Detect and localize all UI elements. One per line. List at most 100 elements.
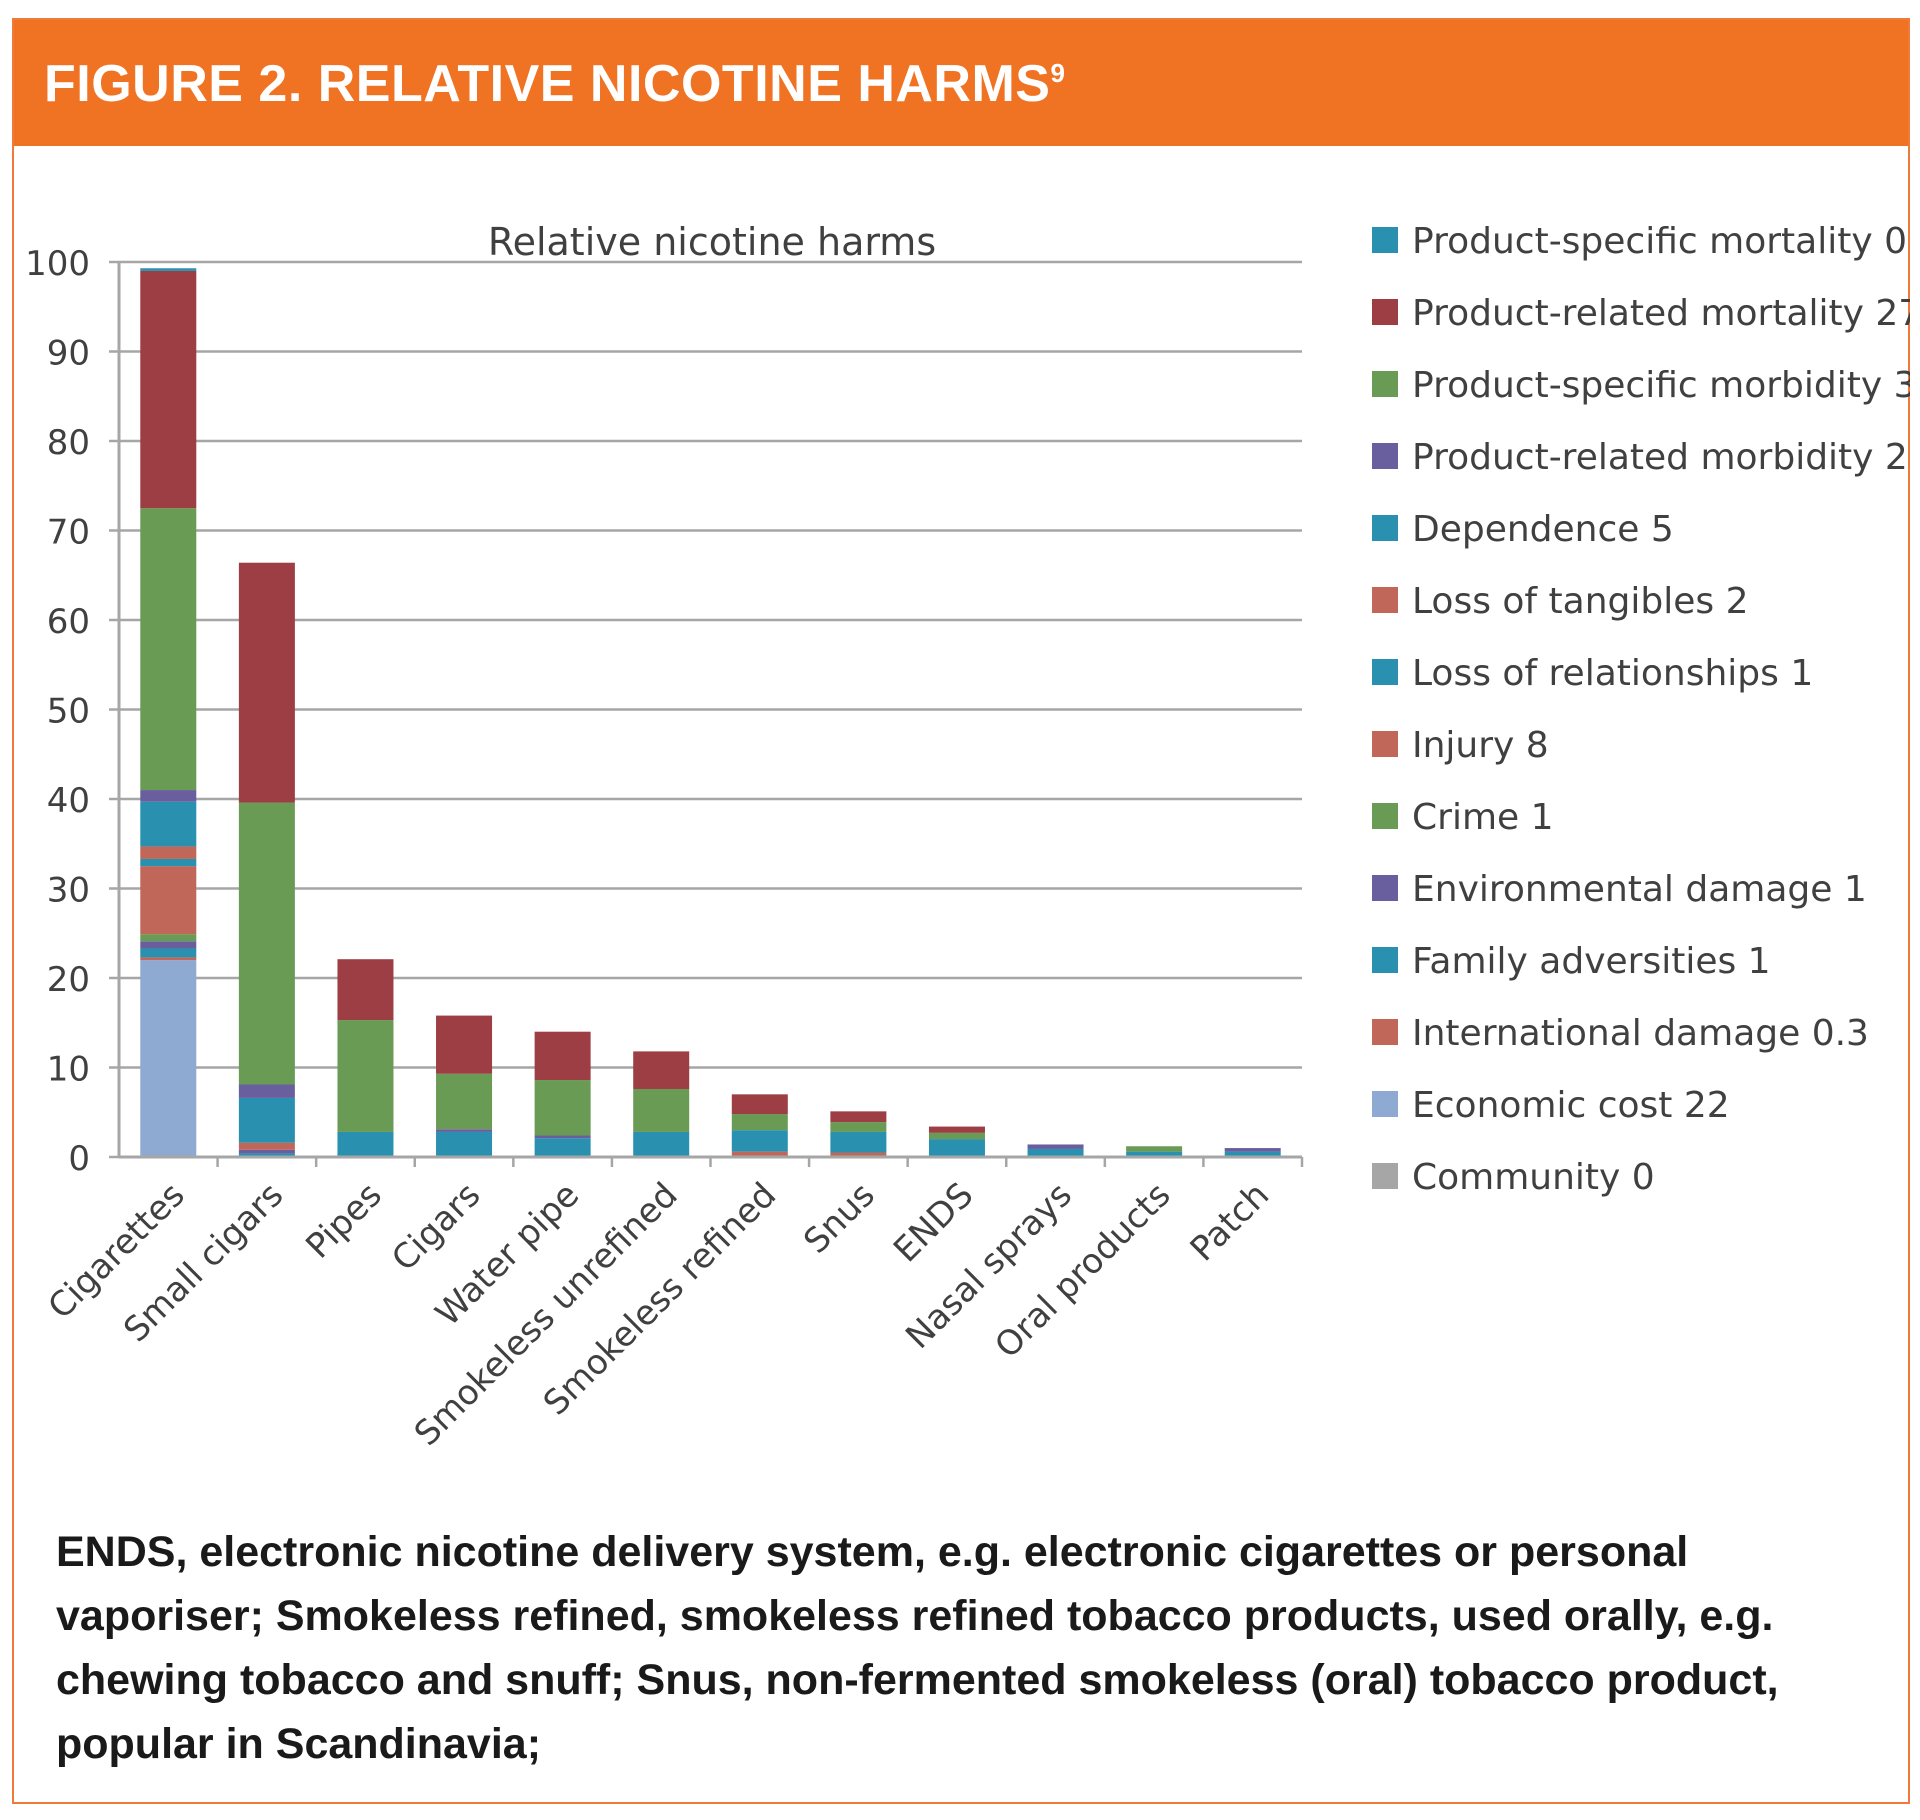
y-tick-label: 0: [68, 1139, 90, 1179]
legend-swatch: [1372, 1019, 1398, 1045]
legend-swatch: [1372, 731, 1398, 757]
legend-label: Family adversities 1: [1412, 941, 1771, 982]
legend-label: Community 0: [1412, 1157, 1655, 1198]
bar-segment: [534, 1031, 591, 1081]
bar-segment: [633, 1088, 690, 1132]
bar-segment: [238, 562, 295, 803]
y-tick-label: 20: [47, 960, 90, 1000]
bar-segment: [1126, 1151, 1183, 1157]
legend-swatch: [1372, 227, 1398, 253]
bar-segment: [928, 1132, 985, 1140]
y-axis-ticks: 0 10 20 30 40 50 60 70 80 90 100: [25, 244, 90, 1179]
bar-segment: [238, 802, 295, 1085]
bar-segment: [238, 1149, 295, 1154]
legend-label: Loss of tangibles 2: [1412, 581, 1749, 622]
legend: Product-specific mortality 0.3 Product-re…: [1372, 221, 1910, 1198]
bar-segment: [1126, 1146, 1183, 1152]
stacked-bar-chart: Relative nicotine harms 0 10 20 30 40 50 60 70 8…: [25, 220, 1910, 1454]
legend-label: Product-specific morbidity 32: [1412, 365, 1910, 406]
bar-segment: [731, 1130, 788, 1152]
y-tick-label: 80: [47, 423, 90, 463]
bar-segment: [436, 1015, 493, 1074]
bar-segment: [633, 1051, 690, 1089]
bar-segment: [731, 1094, 788, 1115]
bar-segment: [140, 790, 197, 802]
bar-segment: [830, 1152, 887, 1157]
legend-label: Loss of relationships 1: [1412, 653, 1813, 694]
bars: [140, 268, 1281, 1157]
figure-frame: FIGURE 2. RELATIVE NICOTINE HARMS9 Relat…: [12, 18, 1910, 1804]
figure-header: FIGURE 2. RELATIVE NICOTINE HARMS9: [14, 20, 1908, 146]
x-tick-label: Pipes: [298, 1175, 390, 1267]
bar-segment: [830, 1131, 887, 1153]
bar-segment: [337, 1020, 394, 1132]
bar-segment: [534, 1080, 591, 1136]
x-tick-label: Patch: [1183, 1175, 1277, 1269]
bar-segment: [928, 1139, 985, 1157]
legend-swatch: [1372, 1163, 1398, 1189]
legend-swatch: [1372, 803, 1398, 829]
grid-lines: [119, 260, 1302, 1069]
legend-label: Product-specific mortality 0.3: [1412, 221, 1910, 262]
bar-segment: [238, 1097, 295, 1143]
bar-segment: [140, 270, 197, 509]
chart-title: Relative nicotine harms: [488, 220, 936, 264]
legend-swatch: [1372, 299, 1398, 325]
legend-swatch: [1372, 947, 1398, 973]
bar-segment: [140, 858, 197, 867]
bar-segment: [436, 1129, 493, 1132]
bar-segment: [140, 866, 197, 935]
bar-segment: [337, 1131, 394, 1157]
bar-segment: [140, 268, 197, 271]
bar-segment: [140, 508, 197, 791]
legend-swatch: [1372, 371, 1398, 397]
y-tick-label: 50: [47, 692, 90, 732]
legend-label: Environmental damage 1: [1412, 869, 1867, 910]
legend-label: Economic cost 22: [1412, 1085, 1730, 1126]
x-tick-label: ENDS: [886, 1175, 981, 1270]
figure-title-superscript: 9: [1050, 58, 1066, 88]
bar-segment: [830, 1111, 887, 1123]
legend-label: Crime 1: [1412, 797, 1554, 838]
bar-segment: [238, 1084, 295, 1098]
y-tick-label: 40: [47, 781, 90, 821]
y-tick-label: 10: [47, 1050, 90, 1090]
bar-segment: [140, 957, 197, 961]
axes: [109, 260, 1304, 1167]
legend-swatch: [1372, 515, 1398, 541]
legend-label: Product-related morbidity 2: [1412, 437, 1908, 478]
bar-segment: [1224, 1151, 1281, 1157]
legend-swatch: [1372, 587, 1398, 613]
bar-segment: [436, 1131, 493, 1157]
bar-segment: [436, 1073, 493, 1130]
y-tick-label: 100: [25, 244, 90, 284]
legend-label: Product-related mortality 27: [1412, 293, 1910, 334]
bar-segment: [337, 959, 394, 1021]
y-tick-label: 30: [47, 871, 90, 911]
bar-segment: [731, 1151, 788, 1157]
bar-segment: [140, 960, 197, 1157]
bar-segment: [140, 948, 197, 958]
figure-footnote: ENDS, electronic nicotine delivery syste…: [56, 1528, 1779, 1768]
bar-segment: [1027, 1144, 1084, 1149]
y-tick-label: 70: [47, 513, 90, 553]
x-tick-label: Snus: [796, 1175, 883, 1262]
bar-segment: [140, 934, 197, 942]
bar-segment: [731, 1114, 788, 1131]
bar-segment: [140, 941, 197, 949]
bar-segment: [534, 1135, 591, 1139]
legend-swatch: [1372, 443, 1398, 469]
legend-label: Injury 8: [1412, 725, 1549, 766]
x-tick-label: Oral products: [987, 1175, 1178, 1366]
bar-segment: [1027, 1148, 1084, 1157]
bar-segment: [633, 1131, 690, 1157]
legend-label: International damage 0.3: [1412, 1013, 1869, 1054]
bar-segment: [238, 1142, 295, 1150]
bar-segment: [238, 1153, 295, 1157]
bar-segment: [140, 846, 197, 859]
y-tick-label: 60: [47, 602, 90, 642]
legend-swatch: [1372, 875, 1398, 901]
legend-swatch: [1372, 1091, 1398, 1117]
bar-segment: [140, 801, 197, 847]
